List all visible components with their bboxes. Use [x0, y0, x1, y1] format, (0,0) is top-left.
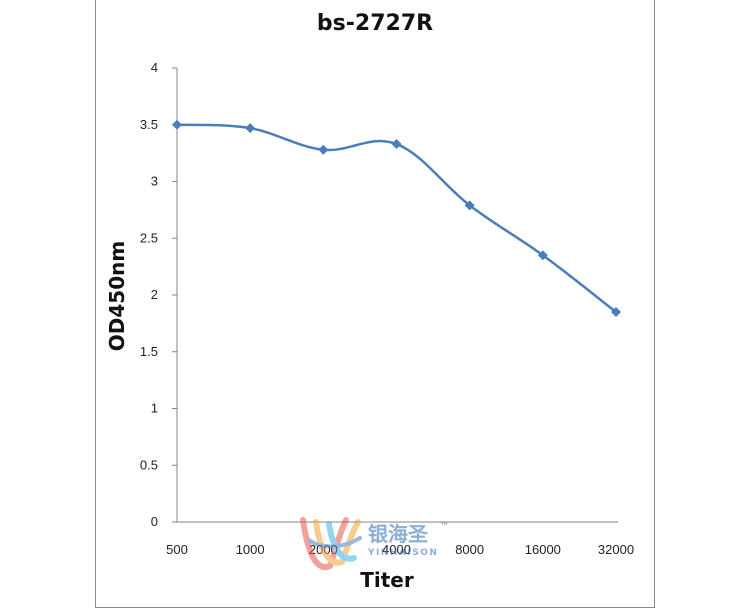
x-axis-label: Titer: [360, 568, 414, 592]
data-point: [245, 123, 256, 134]
x-tick-label: 1000: [236, 542, 265, 557]
watermark-trademark: ™: [440, 522, 449, 532]
y-tick-label: 3.5: [140, 117, 158, 132]
data-point: [611, 307, 621, 318]
x-tick-label: 32000: [598, 542, 634, 557]
chart-frame: [95, 0, 655, 608]
data-point: [318, 144, 329, 155]
data-point: [537, 250, 548, 261]
axes: [176, 68, 618, 523]
y-tick-label: 4: [151, 60, 158, 75]
watermark-logo-icon: [300, 517, 362, 571]
series-group: [172, 119, 621, 318]
x-tick-label: 500: [166, 542, 188, 557]
data-point: [391, 139, 402, 150]
x-tick-label: 16000: [525, 542, 561, 557]
watermark-brand-en: YINHAISON: [367, 548, 438, 558]
watermark-brand-cn: 银海圣: [368, 522, 429, 546]
watermark: 银海圣 ™ YINHAISON: [300, 517, 449, 571]
x-tick-label: 8000: [455, 542, 484, 557]
x-tick-label: 4000: [382, 542, 411, 557]
y-tick-label: 1.5: [140, 344, 158, 359]
series-line: [175, 123, 618, 314]
y-axis-label: OD450nm: [105, 241, 129, 351]
data-point: [464, 200, 475, 211]
y-ticks: 0 0.5 1 1.5 2 2.5 3 3.5 4: [140, 60, 177, 529]
y-tick-label: 2.5: [140, 230, 158, 245]
y-tick-label: 3: [151, 174, 158, 189]
y-tick-label: 0: [151, 514, 158, 529]
y-tick-label: 0.5: [140, 457, 158, 472]
chart-title: bs-2727R: [317, 11, 433, 36]
y-tick-label: 2: [151, 287, 158, 302]
x-ticks: 500 1000 2000 4000 8000 16000 32000: [166, 542, 634, 557]
data-point: [172, 119, 182, 130]
y-tick-label: 1: [151, 401, 158, 416]
